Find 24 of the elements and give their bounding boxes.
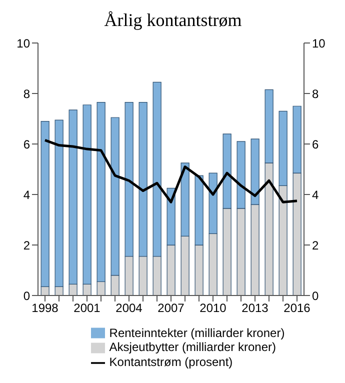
y2-tick-label: 4 [312,188,319,202]
legend-label: Kontantstrøm (prosent) [109,355,233,370]
x-tick-label: 2001 [74,301,101,316]
x-tick-label: 2010 [200,301,227,316]
y2-tick-label: 6 [312,137,319,152]
y-tick-label: 2 [23,238,30,252]
x-tick-label: 2016 [284,301,311,316]
y-tick-label: 10 [16,36,30,50]
x-tick-label: 2007 [158,301,185,316]
chart-title: Årlig kontantstrøm [103,10,243,31]
x-tick-label: 1998 [32,301,59,316]
x-tick-label: 2004 [116,301,143,316]
y-tick-label: 0 [23,288,30,303]
legend-label: Aksjeutbytter (milliarder kroner) [109,340,276,354]
y-tick-label: 8 [23,86,30,101]
line-series [44,138,298,204]
y2-tick-label: 0 [312,288,319,303]
y-tick-label: 4 [23,188,30,202]
y-tick-label: 6 [23,137,30,152]
y2-tick-label: 8 [312,86,319,101]
x-tick-label: 2013 [242,301,269,316]
y2-tick-label: 2 [312,238,319,252]
y2-tick-label: 10 [312,36,326,50]
legend-label: Renteinntekter (milliarder kroner) [109,326,285,340]
